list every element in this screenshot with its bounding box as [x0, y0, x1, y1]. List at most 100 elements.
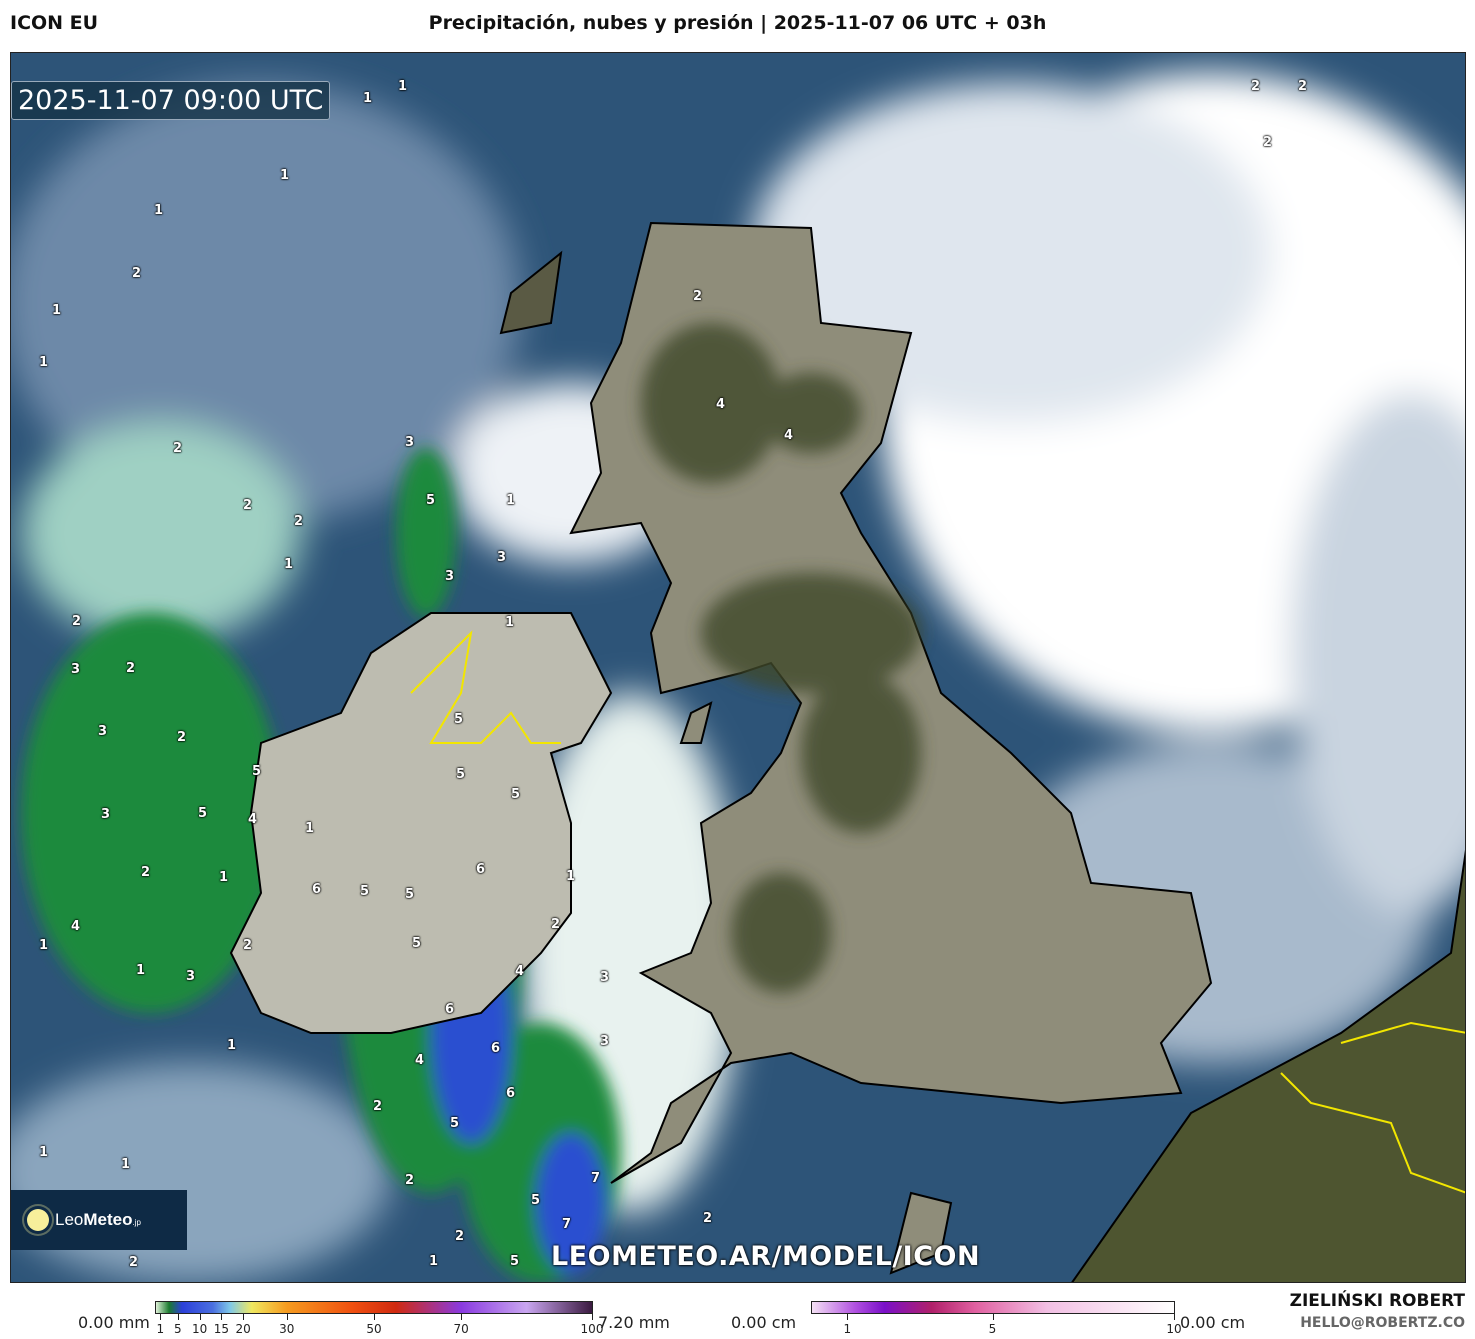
tick-mark: [199, 1314, 201, 1320]
pressure-label: 5: [510, 1254, 520, 1269]
tick-label: 1: [156, 1322, 165, 1336]
pressure-label: 5: [531, 1193, 541, 1208]
forest-shading: [641, 323, 921, 993]
pressure-label: 1: [154, 203, 164, 218]
pressure-label: 5: [405, 887, 415, 902]
pressure-label: 1: [305, 821, 315, 836]
pressure-label: 2: [373, 1099, 383, 1114]
pressure-label: 7: [591, 1171, 601, 1186]
tick-mark: [221, 1314, 223, 1320]
pressure-label: 3: [101, 807, 111, 822]
pressure-label: 1: [284, 557, 294, 572]
pressure-label: 3: [600, 1034, 610, 1049]
pressure-label: 5: [360, 884, 370, 899]
pressure-label: 2: [243, 938, 253, 953]
pressure-label: 1: [280, 168, 290, 183]
pressure-label: 2: [703, 1211, 713, 1226]
pressure-label: 2: [551, 917, 561, 932]
pressure-label: 2: [129, 1255, 139, 1270]
tick-label: 15: [213, 1322, 230, 1336]
tick-mark: [992, 1314, 994, 1320]
pressure-label: 1: [121, 1157, 131, 1172]
pressure-label: 3: [497, 550, 507, 565]
sun-icon: [27, 1209, 49, 1231]
pressure-label: 4: [71, 919, 81, 934]
pressure-label: 1: [39, 1145, 49, 1160]
pressure-label: 7: [562, 1217, 572, 1232]
pressure-label: 3: [600, 970, 610, 985]
tick-mark: [1174, 1314, 1175, 1320]
tick-label: 30: [279, 1322, 295, 1336]
pressure-label: 3: [445, 569, 455, 584]
pressure-label: 2: [1263, 135, 1273, 150]
snow-colorbar: [811, 1301, 1175, 1314]
pressure-label: 1: [227, 1038, 237, 1053]
tick-label: 100: [580, 1322, 604, 1336]
pressure-label: 2: [1298, 79, 1308, 94]
tick-mark: [243, 1314, 245, 1320]
pressure-label: 2: [1251, 79, 1261, 94]
pressure-label: 6: [445, 1002, 455, 1017]
pressure-label: 2: [126, 661, 136, 676]
author-email[interactable]: HELLO@ROBERTZ.CO: [1300, 1315, 1465, 1331]
tick-mark: [160, 1314, 162, 1320]
pressure-label: 5: [456, 767, 466, 782]
tick-mark: [177, 1314, 179, 1320]
pressure-label: 6: [506, 1086, 516, 1101]
watermark-url: LEOMETEO.AR/MODEL/ICON: [551, 1241, 981, 1272]
pressure-label: 1: [219, 870, 229, 885]
tick-label: 5: [173, 1322, 182, 1336]
tick-mark: [592, 1314, 593, 1320]
tick-label: 70: [453, 1322, 469, 1336]
leometeo-logo[interactable]: LeoMeteo.jp: [11, 1190, 187, 1250]
pressure-label: 2: [243, 498, 253, 513]
country-border: [1280, 1021, 1465, 1194]
rain-colorbar: [155, 1301, 593, 1314]
tick-label: 5: [988, 1322, 997, 1336]
pressure-label: 2: [405, 1173, 415, 1188]
country-border: [410, 630, 561, 744]
valid-time-stamp: 2025-11-07 09:00 UTC: [11, 81, 331, 120]
map-canvas: [11, 53, 1465, 1282]
tick-label: 50: [366, 1322, 382, 1336]
tick-mark: [286, 1314, 288, 1320]
pressure-label: 1: [506, 493, 516, 508]
pressure-label: 1: [505, 615, 515, 630]
pressure-label: 5: [450, 1116, 460, 1131]
pressure-label: 5: [412, 936, 422, 951]
tick-mark: [374, 1314, 375, 1320]
pressure-label: 3: [71, 662, 81, 677]
pressure-label: 3: [98, 724, 108, 739]
tick-mark: [847, 1314, 849, 1320]
tick-mark: [461, 1314, 463, 1320]
model-name: ICON EU: [10, 12, 99, 34]
pressure-label: 1: [398, 79, 408, 94]
tick-label: 10: [191, 1322, 208, 1336]
tick-label: 10: [1166, 1322, 1182, 1336]
pressure-label: 2: [132, 266, 142, 281]
pressure-label: 5: [252, 764, 262, 779]
weather-map[interactable]: 1 1 1 1 2 1 1 2 2 2 1 3 5 1 3 3 1 2 2 3 2 4 4 3 2 5 5 4 1 3 1 2 1 2 1 5 5 6 5 5…: [10, 52, 1466, 1283]
pressure-label: 1: [566, 869, 576, 884]
pressure-label: 2: [173, 441, 183, 456]
pressure-label: 5: [198, 806, 208, 821]
pressure-label: 1: [39, 355, 49, 370]
pressure-label: 5: [511, 787, 521, 802]
pressure-label: 3: [186, 969, 196, 984]
pressure-label: 2: [72, 614, 82, 629]
pressure-label: 1: [52, 303, 62, 318]
pressure-label: 2: [141, 865, 151, 880]
author-credit: ZIELIŃSKI ROBERT: [1289, 1291, 1465, 1311]
pressure-label: 5: [454, 712, 464, 727]
pressure-label: 6: [312, 882, 322, 897]
pressure-label: 2: [294, 514, 304, 529]
pressure-label: 1: [136, 963, 146, 978]
pressure-label: 2: [177, 730, 187, 745]
pressure-label: 1: [429, 1254, 439, 1269]
rain-max-label: 7.20 mm: [598, 1313, 670, 1332]
snow-max-label: 0.00 cm: [1180, 1313, 1246, 1332]
pressure-label: 4: [248, 812, 258, 827]
pressure-label: 4: [784, 428, 794, 443]
tick-label: 1: [843, 1322, 852, 1336]
snow-min-label: 0.00 cm: [731, 1313, 797, 1332]
